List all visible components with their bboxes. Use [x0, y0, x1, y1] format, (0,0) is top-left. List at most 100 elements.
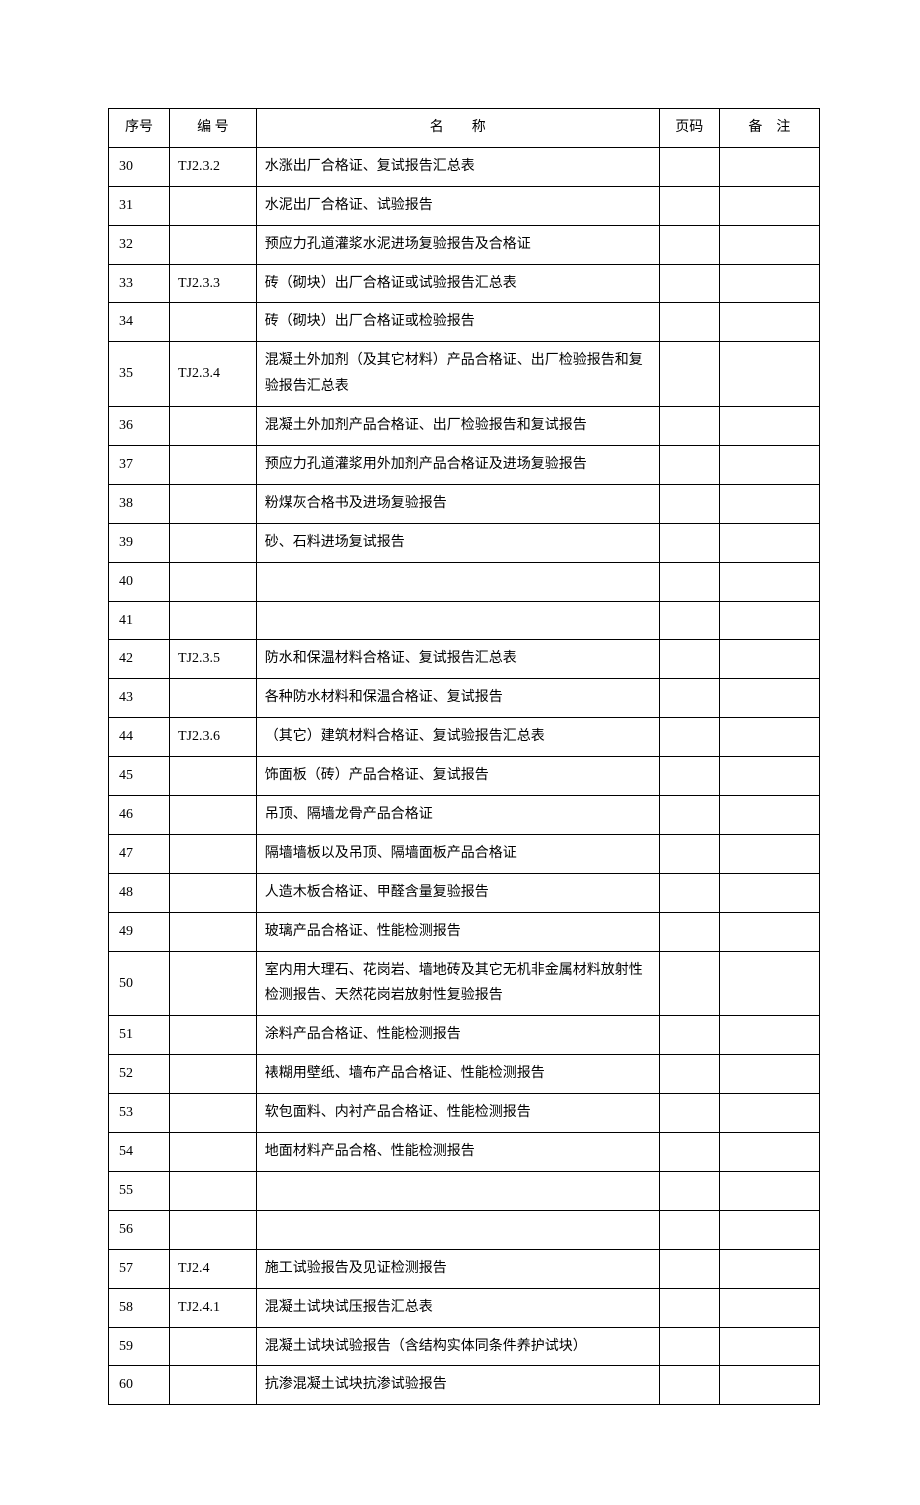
cell-page — [659, 873, 719, 912]
cell-remark — [719, 873, 819, 912]
cell-code — [169, 1133, 256, 1172]
cell-seq: 36 — [109, 407, 170, 446]
cell-code: TJ2.3.6 — [169, 718, 256, 757]
cell-page — [659, 796, 719, 835]
cell-seq: 44 — [109, 718, 170, 757]
cell-remark — [719, 562, 819, 601]
cell-name: 地面材料产品合格、性能检测报告 — [256, 1133, 659, 1172]
cell-name: （其它）建筑材料合格证、复试验报告汇总表 — [256, 718, 659, 757]
cell-name: 砖（砌块）出厂合格证或试验报告汇总表 — [256, 264, 659, 303]
cell-seq: 60 — [109, 1366, 170, 1405]
table-row: 57TJ2.4施工试验报告及见证检测报告 — [109, 1249, 820, 1288]
cell-remark — [719, 446, 819, 485]
cell-page — [659, 1249, 719, 1288]
cell-page — [659, 679, 719, 718]
cell-remark — [719, 407, 819, 446]
cell-name: 饰面板（砖）产品合格证、复试报告 — [256, 757, 659, 796]
table-row: 46吊顶、隔墙龙骨产品合格证 — [109, 796, 820, 835]
cell-name: 防水和保温材料合格证、复试报告汇总表 — [256, 640, 659, 679]
cell-page — [659, 147, 719, 186]
table-header: 序号 编 号 名 称 页码 备 注 — [109, 109, 820, 148]
cell-page — [659, 225, 719, 264]
cell-code — [169, 834, 256, 873]
cell-seq: 31 — [109, 186, 170, 225]
cell-name: 砖（砌块）出厂合格证或检验报告 — [256, 303, 659, 342]
cell-code — [169, 186, 256, 225]
cell-remark — [719, 951, 819, 1016]
table-row: 53软包面料、内衬产品合格证、性能检测报告 — [109, 1094, 820, 1133]
table-row: 41 — [109, 601, 820, 640]
cell-page — [659, 446, 719, 485]
header-seq: 序号 — [109, 109, 170, 148]
cell-name: 吊顶、隔墙龙骨产品合格证 — [256, 796, 659, 835]
cell-code — [169, 757, 256, 796]
cell-remark — [719, 796, 819, 835]
cell-name: 室内用大理石、花岗岩、墙地砖及其它无机非金属材料放射性检测报告、天然花岗岩放射性… — [256, 951, 659, 1016]
cell-code — [169, 303, 256, 342]
table-row: 54地面材料产品合格、性能检测报告 — [109, 1133, 820, 1172]
cell-code: TJ2.3.5 — [169, 640, 256, 679]
cell-code — [169, 446, 256, 485]
cell-name: 人造木板合格证、甲醛含量复验报告 — [256, 873, 659, 912]
cell-seq: 53 — [109, 1094, 170, 1133]
table-row: 43各种防水材料和保温合格证、复试报告 — [109, 679, 820, 718]
cell-page — [659, 912, 719, 951]
cell-code — [169, 407, 256, 446]
cell-code — [169, 912, 256, 951]
cell-page — [659, 1210, 719, 1249]
document-page: 序号 编 号 名 称 页码 备 注 30TJ2.3.2水涨出厂合格证、复试报告汇… — [0, 0, 920, 1505]
cell-code — [169, 1171, 256, 1210]
cell-code — [169, 1094, 256, 1133]
cell-code — [169, 562, 256, 601]
cell-page — [659, 1094, 719, 1133]
cell-name: 玻璃产品合格证、性能检测报告 — [256, 912, 659, 951]
cell-name: 预应力孔道灌浆用外加剂产品合格证及进场复验报告 — [256, 446, 659, 485]
cell-remark — [719, 718, 819, 757]
cell-remark — [719, 225, 819, 264]
cell-name: 粉煤灰合格书及进场复验报告 — [256, 484, 659, 523]
cell-page — [659, 757, 719, 796]
cell-page — [659, 186, 719, 225]
cell-remark — [719, 1055, 819, 1094]
cell-seq: 50 — [109, 951, 170, 1016]
cell-seq: 39 — [109, 523, 170, 562]
cell-page — [659, 562, 719, 601]
header-page: 页码 — [659, 109, 719, 148]
cell-page — [659, 951, 719, 1016]
cell-code — [169, 523, 256, 562]
cell-page — [659, 303, 719, 342]
cell-seq: 43 — [109, 679, 170, 718]
cell-code — [169, 796, 256, 835]
cell-name: 混凝土试块试验报告（含结构实体同条件养护试块） — [256, 1327, 659, 1366]
cell-code — [169, 601, 256, 640]
table-row: 37预应力孔道灌浆用外加剂产品合格证及进场复验报告 — [109, 446, 820, 485]
header-code: 编 号 — [169, 109, 256, 148]
cell-code — [169, 1055, 256, 1094]
table-row: 58TJ2.4.1混凝土试块试压报告汇总表 — [109, 1288, 820, 1327]
cell-remark — [719, 1094, 819, 1133]
main-table: 序号 编 号 名 称 页码 备 注 30TJ2.3.2水涨出厂合格证、复试报告汇… — [108, 108, 820, 1405]
cell-seq: 45 — [109, 757, 170, 796]
cell-seq: 52 — [109, 1055, 170, 1094]
table-row: 60抗渗混凝土试块抗渗试验报告 — [109, 1366, 820, 1405]
cell-code: TJ2.3.2 — [169, 147, 256, 186]
table-row: 59混凝土试块试验报告（含结构实体同条件养护试块） — [109, 1327, 820, 1366]
header-remark: 备 注 — [719, 109, 819, 148]
cell-code — [169, 225, 256, 264]
cell-remark — [719, 1288, 819, 1327]
cell-page — [659, 1366, 719, 1405]
cell-name — [256, 601, 659, 640]
table-row: 52裱糊用壁纸、墙布产品合格证、性能检测报告 — [109, 1055, 820, 1094]
table-row: 49玻璃产品合格证、性能检测报告 — [109, 912, 820, 951]
table-row: 56 — [109, 1210, 820, 1249]
cell-page — [659, 1133, 719, 1172]
table-row: 48人造木板合格证、甲醛含量复验报告 — [109, 873, 820, 912]
table-row: 38粉煤灰合格书及进场复验报告 — [109, 484, 820, 523]
table-row: 40 — [109, 562, 820, 601]
cell-code: TJ2.4.1 — [169, 1288, 256, 1327]
cell-seq: 55 — [109, 1171, 170, 1210]
table-row: 34砖（砌块）出厂合格证或检验报告 — [109, 303, 820, 342]
cell-page — [659, 1171, 719, 1210]
table-row: 47隔墙墙板以及吊顶、隔墙面板产品合格证 — [109, 834, 820, 873]
cell-seq: 58 — [109, 1288, 170, 1327]
